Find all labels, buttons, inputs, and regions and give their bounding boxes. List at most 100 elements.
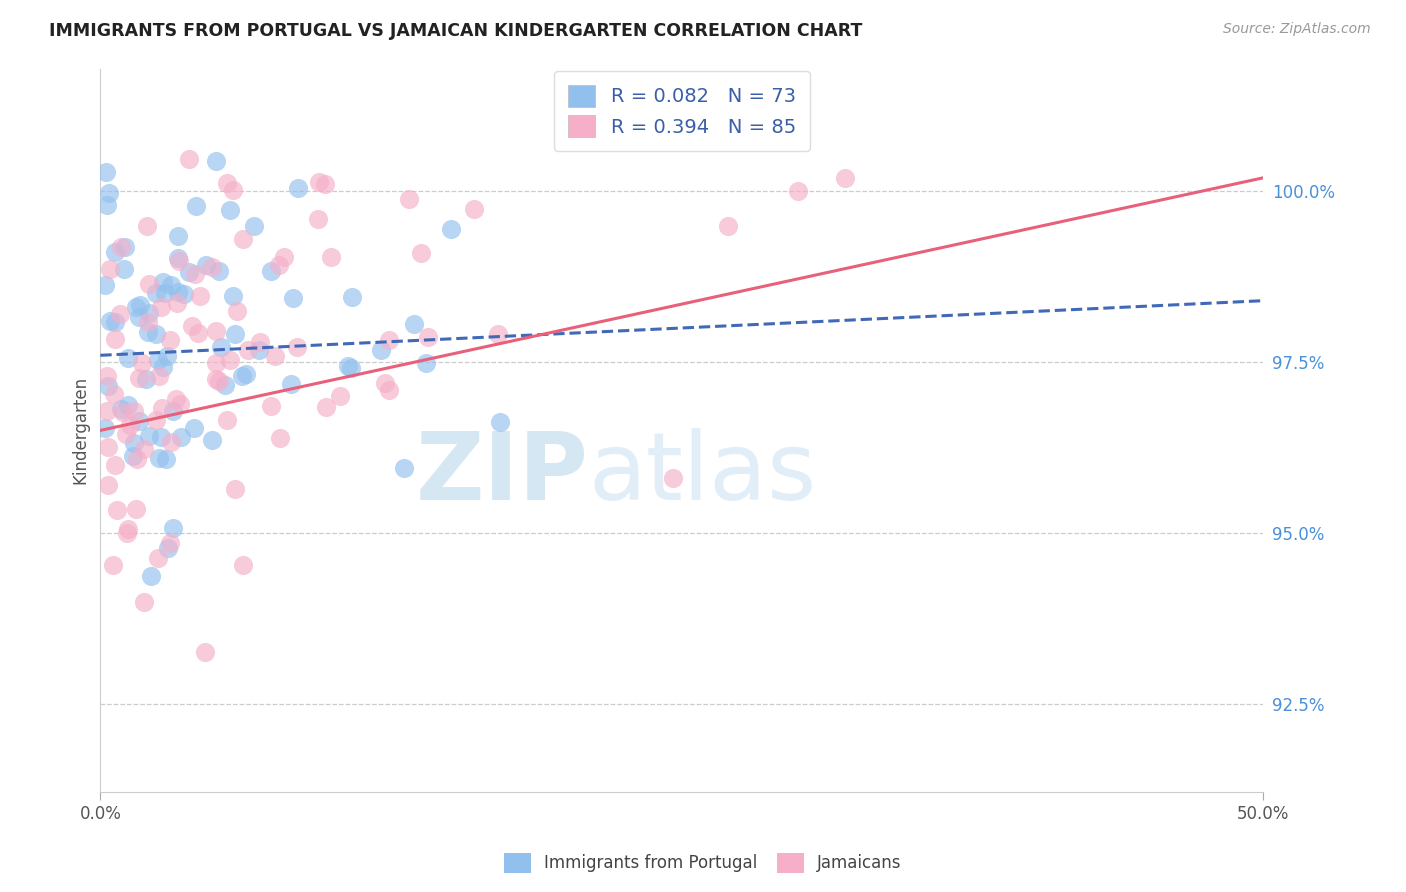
Point bbox=[232, 558, 254, 573]
Point bbox=[104, 315, 127, 329]
Point bbox=[96, 403, 118, 417]
Point bbox=[834, 170, 856, 185]
Point bbox=[118, 418, 141, 433]
Point bbox=[96, 369, 118, 384]
Point bbox=[117, 398, 139, 412]
Point bbox=[125, 502, 148, 516]
Point bbox=[224, 482, 246, 496]
Legend: Immigrants from Portugal, Jamaicans: Immigrants from Portugal, Jamaicans bbox=[498, 847, 908, 880]
Point bbox=[94, 278, 117, 293]
Point bbox=[136, 325, 159, 339]
Point bbox=[132, 595, 155, 609]
Point bbox=[131, 356, 153, 370]
Point bbox=[374, 376, 396, 390]
Point bbox=[125, 300, 148, 314]
Point bbox=[162, 404, 184, 418]
Point bbox=[488, 415, 510, 429]
Point bbox=[146, 353, 169, 368]
Point bbox=[201, 433, 224, 447]
Point bbox=[247, 343, 270, 358]
Point bbox=[138, 428, 160, 442]
Point bbox=[204, 324, 226, 338]
Point bbox=[224, 326, 246, 341]
Point bbox=[214, 378, 236, 392]
Point bbox=[97, 440, 120, 454]
Point bbox=[337, 359, 360, 373]
Point bbox=[97, 379, 120, 393]
Point bbox=[242, 219, 264, 233]
Point bbox=[104, 245, 127, 260]
Point bbox=[260, 264, 283, 278]
Point bbox=[218, 202, 240, 217]
Point bbox=[128, 371, 150, 385]
Point bbox=[208, 374, 231, 388]
Point bbox=[264, 349, 287, 363]
Point bbox=[169, 396, 191, 410]
Point bbox=[112, 261, 135, 276]
Point bbox=[787, 185, 810, 199]
Point bbox=[122, 436, 145, 450]
Point bbox=[136, 219, 159, 233]
Point bbox=[110, 307, 132, 321]
Point bbox=[378, 383, 401, 397]
Point bbox=[159, 536, 181, 550]
Point bbox=[110, 401, 132, 416]
Point bbox=[98, 262, 121, 277]
Point bbox=[94, 421, 117, 435]
Point bbox=[132, 442, 155, 456]
Point bbox=[97, 186, 120, 200]
Point bbox=[486, 326, 509, 341]
Point bbox=[162, 521, 184, 535]
Point bbox=[340, 361, 363, 376]
Point bbox=[281, 291, 304, 305]
Point bbox=[150, 301, 173, 315]
Point bbox=[463, 202, 485, 216]
Point bbox=[183, 421, 205, 435]
Point bbox=[139, 569, 162, 583]
Point bbox=[186, 199, 208, 213]
Point bbox=[110, 240, 132, 254]
Point bbox=[115, 426, 138, 441]
Point bbox=[415, 356, 437, 370]
Point bbox=[160, 278, 183, 293]
Point bbox=[94, 165, 117, 179]
Point bbox=[117, 351, 139, 365]
Point bbox=[179, 265, 201, 279]
Point bbox=[307, 211, 329, 226]
Point bbox=[398, 192, 420, 206]
Point bbox=[156, 350, 179, 364]
Point bbox=[179, 152, 201, 166]
Point bbox=[170, 430, 193, 444]
Point bbox=[145, 326, 167, 341]
Point bbox=[135, 372, 157, 386]
Point bbox=[267, 258, 290, 272]
Point bbox=[205, 356, 228, 370]
Point bbox=[231, 369, 253, 384]
Point bbox=[145, 413, 167, 427]
Point bbox=[128, 414, 150, 428]
Point bbox=[97, 478, 120, 492]
Point bbox=[148, 368, 170, 383]
Point bbox=[554, 126, 576, 140]
Point bbox=[217, 176, 239, 190]
Point bbox=[190, 288, 212, 302]
Point bbox=[235, 367, 257, 381]
Point bbox=[329, 389, 352, 403]
Point bbox=[285, 340, 308, 354]
Point bbox=[105, 503, 128, 517]
Point bbox=[209, 340, 232, 354]
Point bbox=[136, 315, 159, 329]
Point bbox=[411, 246, 433, 260]
Point bbox=[160, 435, 183, 450]
Point bbox=[269, 431, 291, 445]
Point bbox=[440, 221, 463, 235]
Point bbox=[128, 297, 150, 311]
Point bbox=[173, 287, 195, 301]
Point bbox=[166, 285, 188, 300]
Point bbox=[260, 399, 283, 413]
Point bbox=[218, 352, 240, 367]
Text: atlas: atlas bbox=[589, 428, 817, 520]
Point bbox=[273, 251, 295, 265]
Point bbox=[96, 198, 118, 212]
Y-axis label: Kindergarten: Kindergarten bbox=[72, 376, 89, 484]
